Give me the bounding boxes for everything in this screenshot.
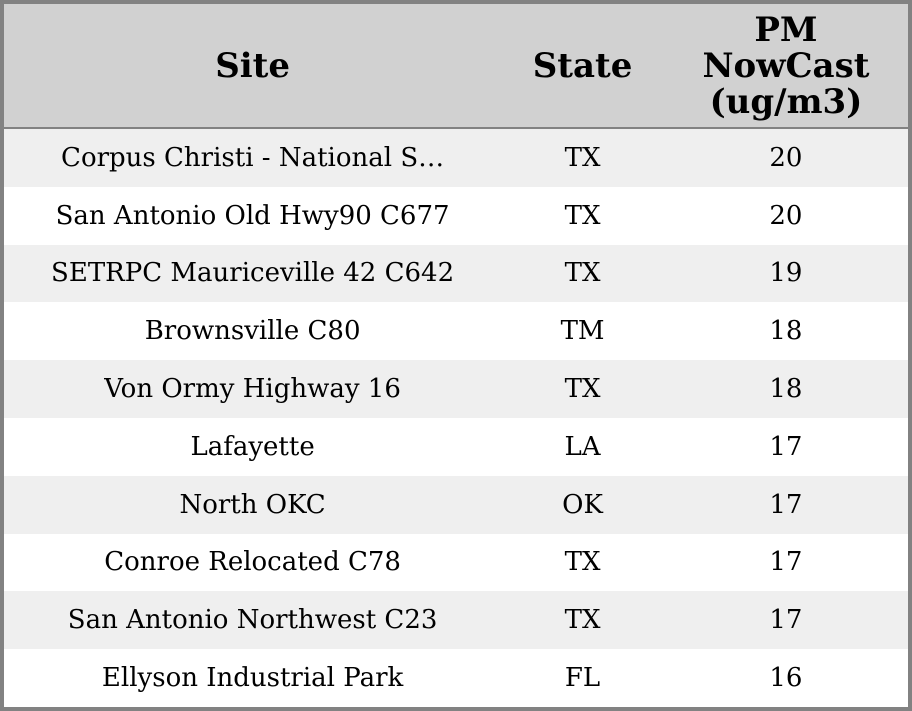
state-cell: TM <box>560 316 605 347</box>
column-header-site[interactable]: Site <box>215 45 290 86</box>
value-cell: 17 <box>769 547 803 578</box>
table-row[interactable]: North OKC OK 17 <box>4 475 908 534</box>
site-cell: SETRPC Mauriceville 42 C642 <box>51 258 455 289</box>
state-cell: TX <box>564 142 601 173</box>
site-cell: San Antonio Old Hwy90 C677 <box>55 200 450 231</box>
table-row[interactable]: Von Ormy Highway 16 TX 18 <box>4 360 908 418</box>
value-cell: 19 <box>769 258 803 289</box>
state-cell: FL <box>564 663 601 694</box>
table-row[interactable]: Corpus Christi - National S… TX 20 <box>4 129 908 187</box>
site-cell: North OKC <box>179 489 326 520</box>
table-header-row: Site State PM NowCast (ug/m3) <box>4 4 908 129</box>
value-cell: 16 <box>769 663 803 694</box>
column-header-pm-nowcast-label: PM NowCast (ug/m3) <box>702 9 870 122</box>
table-row[interactable]: Brownsville C80 TM 18 <box>4 302 908 361</box>
site-cell: Lafayette <box>190 431 315 462</box>
table-row[interactable]: Ellyson Industrial Park FL 16 <box>4 649 908 707</box>
site-cell: Conroe Relocated C78 <box>104 547 401 578</box>
state-cell: TX <box>564 200 601 231</box>
table-row[interactable]: San Antonio Old Hwy90 C677 TX 20 <box>4 186 908 245</box>
value-cell: 17 <box>769 489 803 520</box>
table-body: Corpus Christi - National S… TX 20 San Anto… <box>4 129 908 707</box>
state-cell: TX <box>564 374 601 405</box>
site-cell: Von Ormy Highway 16 <box>104 374 401 405</box>
value-cell: 20 <box>769 142 803 173</box>
table-row[interactable]: Conroe Relocated C78 TX 17 <box>4 533 908 592</box>
value-cell: 17 <box>769 431 803 462</box>
value-cell: 17 <box>769 605 803 636</box>
table-row[interactable]: Lafayette LA 17 <box>4 417 908 476</box>
column-header-state[interactable]: State <box>532 45 633 86</box>
state-cell: OK <box>562 489 603 520</box>
site-cell: Corpus Christi - National S… <box>61 142 445 173</box>
site-cell: Ellyson Industrial Park <box>101 663 404 694</box>
table-row[interactable]: SETRPC Mauriceville 42 C642 TX 19 <box>4 244 908 303</box>
value-cell: 18 <box>769 316 803 347</box>
site-cell: Brownsville C80 <box>144 316 361 347</box>
table-row[interactable]: San Antonio Northwest C23 TX 17 <box>4 591 908 650</box>
state-cell: TX <box>564 547 601 578</box>
site-cell: San Antonio Northwest C23 <box>67 605 438 636</box>
column-header-pm-nowcast[interactable]: PM NowCast (ug/m3) <box>664 12 908 120</box>
state-cell: LA <box>564 431 601 462</box>
state-cell: TX <box>564 258 601 289</box>
state-cell: TX <box>564 605 601 636</box>
value-cell: 18 <box>769 374 803 405</box>
value-cell: 20 <box>769 200 803 231</box>
